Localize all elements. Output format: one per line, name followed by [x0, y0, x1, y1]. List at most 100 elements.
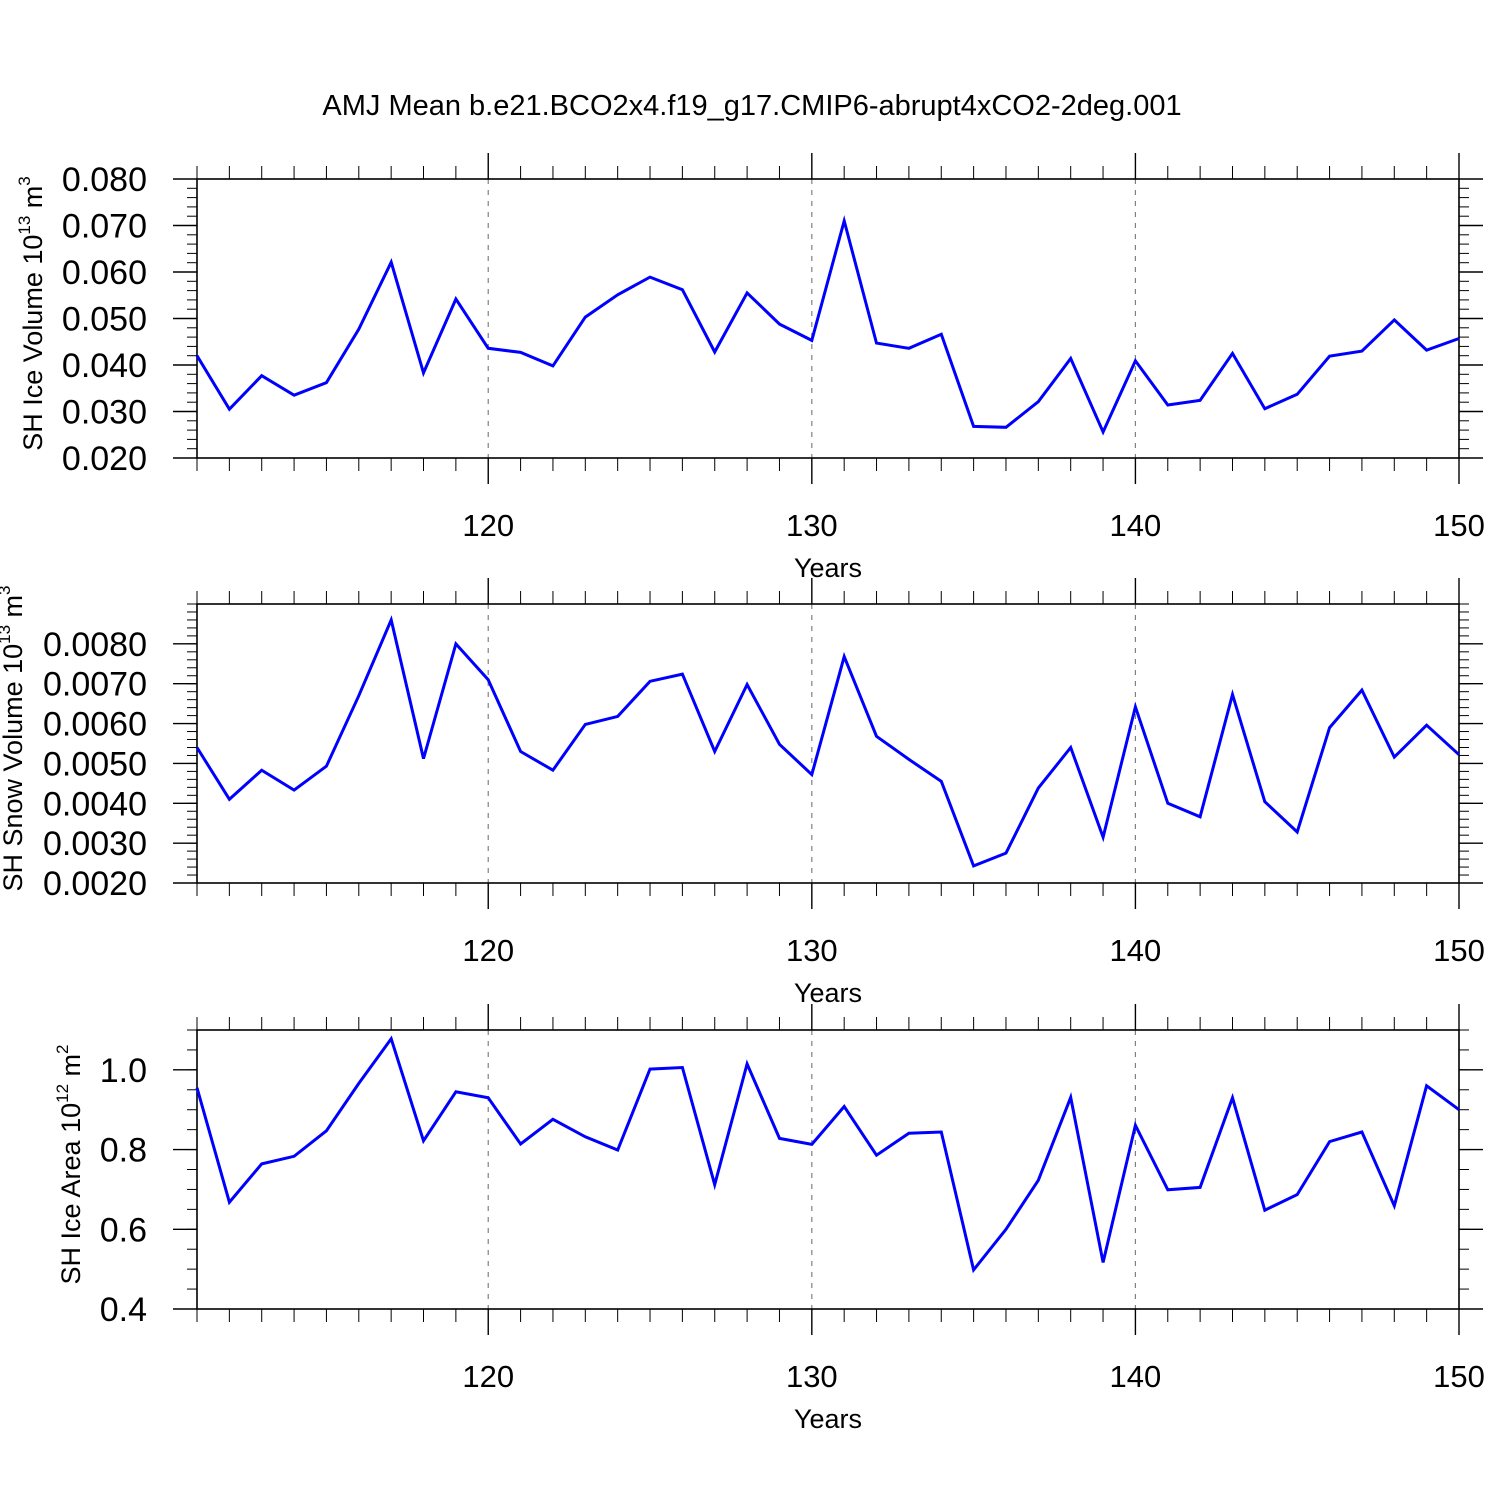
data-point: [422, 757, 425, 760]
data-point: [778, 323, 781, 326]
data-point: [907, 1132, 910, 1135]
data-point: [487, 678, 490, 681]
x-axis-title: Years: [794, 553, 862, 583]
ice-volume-panel: 0.020 0.030 0.040 0.050 0.060 0.070 0.080 120 13…: [15, 153, 1485, 583]
ice-area-panel: 0.4 0.6 0.8 1.0 120 130 140 150 Years SH Ice Area…: [53, 1004, 1485, 1434]
data-point: [649, 1068, 652, 1071]
data-point: [1231, 352, 1234, 355]
data-point: [875, 1154, 878, 1157]
data-point: [972, 864, 975, 867]
y-tick-label: 0.0040: [43, 785, 147, 823]
data-point: [1360, 1131, 1363, 1134]
data-point: [616, 715, 619, 718]
data-point: [1037, 787, 1040, 790]
data-point: [1134, 705, 1137, 708]
data-point: [1166, 403, 1169, 406]
data-point: [1393, 756, 1396, 759]
data-point: [681, 288, 684, 291]
y-tick-label: 0.0080: [43, 626, 147, 664]
x-tick-label: 150: [1433, 1359, 1485, 1394]
data-point: [1263, 407, 1266, 410]
data-point: [357, 1082, 360, 1085]
x-tick-label: 140: [1110, 1359, 1162, 1394]
x-tick-label: 120: [462, 1359, 514, 1394]
y-axis-title: SH Ice Volume 1013 m3: [15, 176, 48, 451]
data-point: [1296, 830, 1299, 833]
data-point: [907, 347, 910, 350]
data-point: [843, 1105, 846, 1108]
data-point: [454, 297, 457, 300]
data-point: [1328, 1140, 1331, 1143]
y-tick-label: 0.6: [100, 1211, 147, 1249]
data-point: [196, 746, 199, 749]
data-point: [551, 1118, 554, 1121]
data-point: [1199, 815, 1202, 818]
data-point: [357, 328, 360, 331]
y-axis-title: SH Ice Area 1012 m2: [53, 1045, 86, 1285]
data-point: [1231, 1096, 1234, 1099]
data-point: [810, 339, 813, 342]
x-tick-label: 130: [786, 508, 838, 543]
y-axis-title: SH Snow Volume 1013 m3: [0, 585, 28, 891]
data-point: [228, 408, 231, 411]
data-point: [260, 1162, 263, 1165]
y-tick-label: 0.8: [100, 1132, 147, 1170]
data-point: [1037, 1179, 1040, 1182]
y-tick-label: 1.0: [100, 1052, 147, 1090]
data-point: [1166, 802, 1169, 805]
data-point: [422, 371, 425, 374]
data-point: [1102, 1261, 1105, 1264]
data-point: [584, 316, 587, 319]
data-point: [1425, 724, 1428, 727]
y-tick-label: 0.020: [62, 440, 147, 478]
data-point: [325, 1129, 328, 1132]
data-point: [1004, 1228, 1007, 1231]
data-point: [746, 291, 749, 294]
data-point: [1069, 746, 1072, 749]
data-point: [519, 351, 522, 354]
data-point: [487, 1096, 490, 1099]
data-point: [1166, 1188, 1169, 1191]
data-point: [293, 1155, 296, 1158]
data-point: [551, 769, 554, 772]
data-point: [454, 642, 457, 645]
y-tick-label: 0.040: [62, 347, 147, 385]
data-point: [1296, 1193, 1299, 1196]
data-point: [1360, 350, 1363, 353]
data-point: [972, 425, 975, 428]
data-point: [778, 1137, 781, 1140]
x-tick-label: 130: [786, 1359, 838, 1394]
data-point: [616, 1148, 619, 1151]
data-point: [972, 1268, 975, 1271]
data-point: [616, 293, 619, 296]
y-tick-label: 0.060: [62, 254, 147, 292]
data-point: [1393, 1204, 1396, 1207]
data-point: [1134, 1124, 1137, 1127]
data-point: [1134, 359, 1137, 362]
data-point: [196, 1086, 199, 1089]
data-point: [778, 743, 781, 746]
x-axis-title: Years: [794, 1404, 862, 1434]
data-point: [681, 1066, 684, 1069]
data-point: [390, 1037, 393, 1040]
data-point: [713, 350, 716, 353]
data-point: [551, 364, 554, 367]
x-tick-label: 120: [462, 508, 514, 543]
data-point: [843, 219, 846, 222]
data-point: [519, 750, 522, 753]
y-tick-label: 0.0050: [43, 745, 147, 783]
data-point: [810, 773, 813, 776]
x-tick-label: 120: [462, 933, 514, 968]
data-point: [649, 680, 652, 683]
data-point: [584, 1135, 587, 1138]
data-point: [746, 683, 749, 686]
data-point: [713, 1183, 716, 1186]
data-point: [940, 1131, 943, 1134]
data-point: [875, 735, 878, 738]
y-tick-label: 0.080: [62, 161, 147, 199]
data-point: [1069, 357, 1072, 360]
x-tick-label: 150: [1433, 933, 1485, 968]
plot-frame: [196, 178, 1460, 459]
series-line: [195, 1035, 1460, 1274]
data-point: [454, 1090, 457, 1093]
